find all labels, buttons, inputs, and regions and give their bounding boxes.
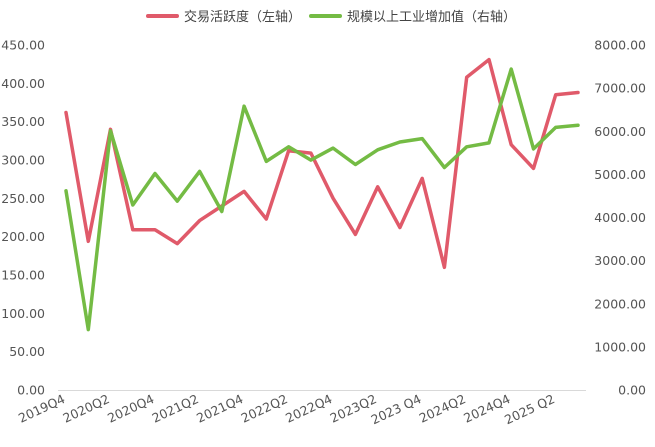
x-tick-label: 2022Q4	[283, 391, 334, 426]
y-right-tick-label: 6000.00	[594, 124, 646, 139]
series-line-left	[64, 57, 580, 270]
x-tick-label: 2021Q4	[194, 391, 245, 426]
y-right-tick-label: 5000.00	[594, 167, 646, 182]
y-right-tick-label: 7000.00	[594, 81, 646, 96]
y-right-tick-label: 0.00	[618, 383, 646, 398]
y-left-tick-label: 50.00	[9, 344, 45, 359]
y-right-tick-label: 2000.00	[594, 296, 646, 311]
x-tick-label: 2020Q4	[105, 391, 156, 426]
y-left-tick-label: 250.00	[1, 191, 45, 206]
legend-label-right: 规模以上工业增加值（右轴）	[347, 9, 516, 25]
y-right-tick-label: 4000.00	[594, 210, 646, 225]
y-left-tick-label: 150.00	[1, 268, 45, 283]
x-tick-label: 2020Q2	[60, 391, 111, 426]
y-left-tick-label: 450.00	[1, 38, 45, 53]
y-axis-right: 0.00 1000.00 2000.00 3000.00 4000.00 5000.00 6…	[594, 38, 646, 398]
y-left-tick-label: 0.00	[17, 383, 45, 398]
legend-label-left: 交易活跃度（左轴）	[184, 9, 301, 25]
y-right-tick-label: 3000.00	[594, 253, 646, 268]
legend: 交易活跃度（左轴） 规模以上工业增加值（右轴）	[146, 9, 516, 25]
x-tick-label: 2023 Q4	[369, 391, 424, 427]
y-left-tick-label: 350.00	[1, 114, 45, 129]
x-tick-label: 2022Q2	[239, 391, 290, 426]
y-left-tick-label: 200.00	[1, 229, 45, 244]
y-right-tick-label: 8000.00	[594, 38, 646, 53]
x-tick-label: 2024Q2	[417, 391, 468, 426]
y-axis-left: 0.00 50.00 100.00 150.00 200.00 250.00 300.00 3…	[1, 38, 45, 398]
y-left-tick-label: 300.00	[1, 153, 45, 168]
plot-area	[64, 57, 580, 332]
y-right-tick-label: 1000.00	[594, 339, 646, 354]
x-axis: 2019Q42020Q22020Q42021Q22021Q42022Q22022…	[16, 391, 557, 427]
x-tick-label: 2021Q2	[150, 391, 201, 426]
series-line-right	[64, 67, 580, 332]
y-left-tick-label: 400.00	[1, 76, 45, 91]
y-left-tick-label: 100.00	[1, 306, 45, 321]
x-tick-label: 2025 Q2	[502, 391, 557, 427]
